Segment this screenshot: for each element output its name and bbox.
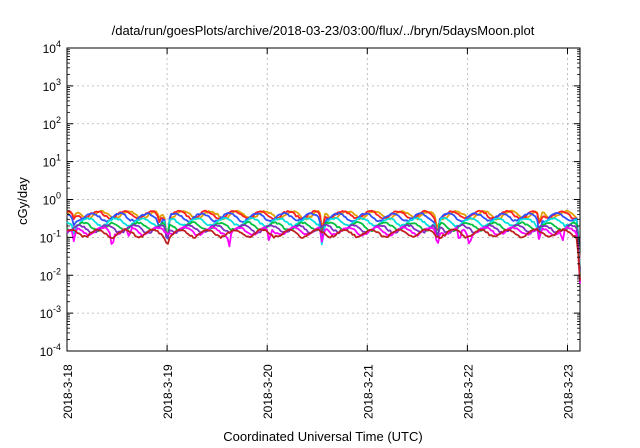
axes-layer: 10-4 10-3 10-2 10-1 100 101 102 103 104 2018-3-18… — [40, 39, 580, 419]
y-tick-label: 10-2 — [40, 266, 61, 283]
x-tick-label: 2018-3-21 — [361, 364, 375, 419]
series-layer — [66, 209, 581, 284]
y-axis-label: cGy/day — [15, 177, 30, 225]
y-tick-label: 10-4 — [40, 342, 61, 359]
y-tick-label: 101 — [43, 153, 61, 170]
y-tick-label: 10-1 — [40, 228, 61, 245]
x-tick-label: 2018-3-19 — [161, 364, 175, 419]
series-line — [66, 228, 581, 281]
x-tick-label: 2018-3-20 — [261, 364, 275, 419]
chart-title: /data/run/goesPlots/archive/2018-03-23/0… — [112, 23, 535, 38]
y-tick-label: 10-3 — [40, 304, 61, 321]
x-tick-label: 2018-3-18 — [61, 364, 75, 419]
x-tick-label: 2018-3-22 — [461, 364, 475, 419]
x-tick-label: 2018-3-23 — [561, 364, 575, 419]
y-tick-label: 102 — [43, 115, 61, 132]
grid-lines — [67, 48, 580, 351]
x-axis-label: Coordinated Universal Time (UTC) — [223, 429, 422, 444]
y-tick-label: 104 — [43, 39, 61, 56]
y-tick-label: 100 — [43, 191, 61, 208]
y-tick-label: 103 — [43, 77, 61, 94]
